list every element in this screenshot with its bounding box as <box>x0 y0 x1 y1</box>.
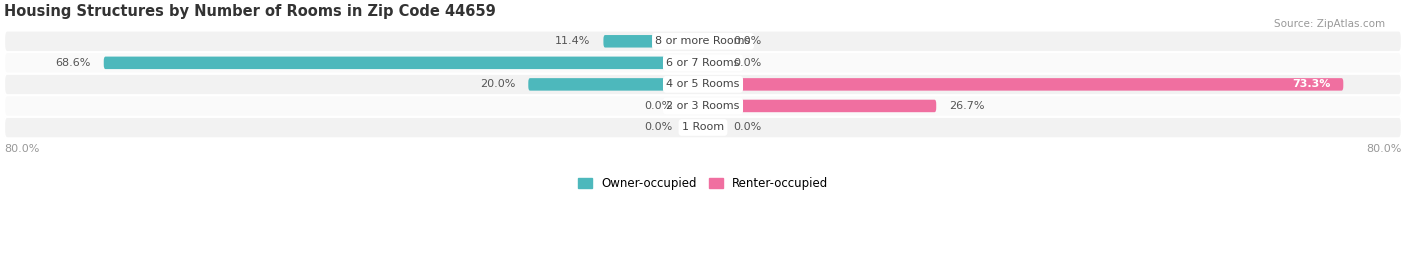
FancyBboxPatch shape <box>4 117 1402 138</box>
Text: Housing Structures by Number of Rooms in Zip Code 44659: Housing Structures by Number of Rooms in… <box>4 4 496 19</box>
FancyBboxPatch shape <box>703 100 936 112</box>
Legend: Owner-occupied, Renter-occupied: Owner-occupied, Renter-occupied <box>572 172 834 195</box>
Text: 73.3%: 73.3% <box>1292 79 1330 89</box>
FancyBboxPatch shape <box>603 35 703 48</box>
Text: 20.0%: 20.0% <box>479 79 515 89</box>
FancyBboxPatch shape <box>703 56 716 69</box>
Text: 0.0%: 0.0% <box>734 36 762 46</box>
Text: 4 or 5 Rooms: 4 or 5 Rooms <box>666 79 740 89</box>
Text: 0.0%: 0.0% <box>734 58 762 68</box>
FancyBboxPatch shape <box>529 78 703 91</box>
FancyBboxPatch shape <box>104 56 703 69</box>
FancyBboxPatch shape <box>4 30 1402 52</box>
FancyBboxPatch shape <box>703 78 1343 91</box>
Text: 68.6%: 68.6% <box>55 58 90 68</box>
Text: 80.0%: 80.0% <box>1367 144 1402 154</box>
Text: Source: ZipAtlas.com: Source: ZipAtlas.com <box>1274 19 1385 29</box>
FancyBboxPatch shape <box>703 35 716 48</box>
FancyBboxPatch shape <box>690 121 703 134</box>
Text: 1 Room: 1 Room <box>682 122 724 133</box>
Text: 26.7%: 26.7% <box>949 101 984 111</box>
Text: 0.0%: 0.0% <box>644 122 672 133</box>
Text: 80.0%: 80.0% <box>4 144 39 154</box>
FancyBboxPatch shape <box>4 52 1402 74</box>
FancyBboxPatch shape <box>4 95 1402 117</box>
Text: 0.0%: 0.0% <box>644 101 672 111</box>
FancyBboxPatch shape <box>703 121 716 134</box>
FancyBboxPatch shape <box>690 100 703 112</box>
Text: 8 or more Rooms: 8 or more Rooms <box>655 36 751 46</box>
Text: 2 or 3 Rooms: 2 or 3 Rooms <box>666 101 740 111</box>
FancyBboxPatch shape <box>4 74 1402 95</box>
Text: 6 or 7 Rooms: 6 or 7 Rooms <box>666 58 740 68</box>
Text: 0.0%: 0.0% <box>734 122 762 133</box>
Text: 11.4%: 11.4% <box>555 36 591 46</box>
